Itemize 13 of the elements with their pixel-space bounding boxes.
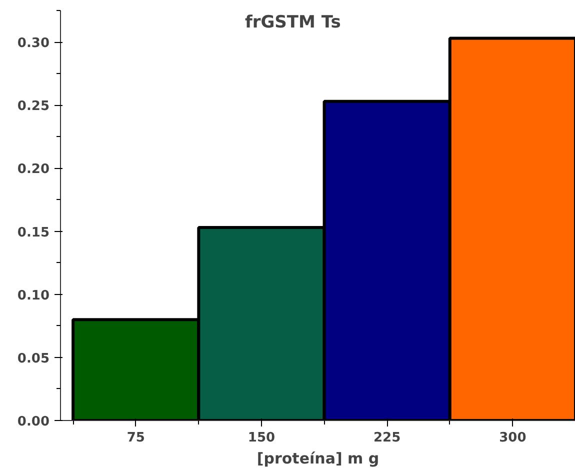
- x-tick-label: 75: [126, 430, 145, 446]
- x-tick-label: 300: [499, 430, 526, 446]
- chart-title: frGSTM Ts: [244, 12, 341, 32]
- x-axis-title: [proteína] m g: [256, 450, 380, 468]
- x-tick-label: 150: [248, 430, 276, 446]
- y-tick-label: 0.30: [17, 36, 50, 52]
- y-tick-label: 0.15: [17, 225, 50, 240]
- y-tick-label: 0.25: [17, 99, 50, 114]
- y-tick-label: 0.05: [17, 351, 50, 366]
- y-tick-label: 0.20: [17, 162, 50, 178]
- y-tick-label: 0.10: [17, 288, 50, 304]
- y-tick-label: 0.00: [17, 414, 50, 430]
- x-tick-label: 225: [374, 430, 401, 446]
